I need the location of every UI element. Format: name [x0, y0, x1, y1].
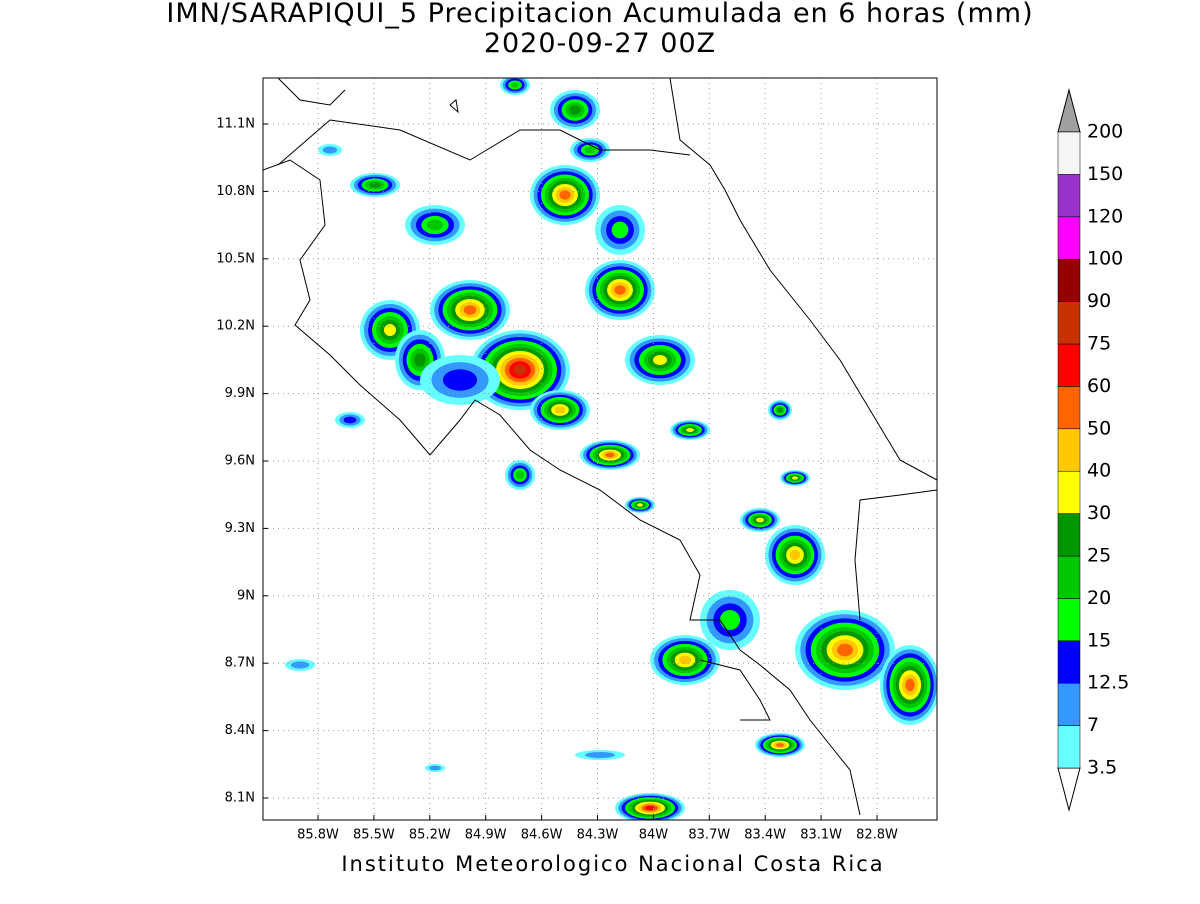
precip-contour [515, 470, 525, 480]
lon-label: 84.3W [577, 828, 619, 843]
colorbar-segment [1057, 725, 1081, 769]
precip-contour [614, 285, 626, 295]
lat-label: 8.4N [225, 723, 255, 738]
precip-contour [792, 476, 798, 480]
lon-label: 83.7W [688, 828, 730, 843]
colorbar-label: 20 [1087, 587, 1111, 609]
precip-contour [611, 221, 629, 239]
precip-contour [678, 655, 692, 665]
subtitle: 2020-09-27 00Z [484, 28, 716, 59]
colorbar-label: 150 [1087, 163, 1123, 185]
colorbar-label: 75 [1087, 333, 1111, 355]
colorbar-segment [1057, 258, 1081, 302]
precip-contour [756, 517, 764, 523]
precip-contour [686, 428, 694, 432]
colorbar-segment [1057, 555, 1081, 599]
precip-contour [510, 82, 520, 88]
colorbar-label: 200 [1087, 121, 1123, 143]
lat-label: 10.8N [216, 184, 255, 199]
colorbar-label: 12.5 [1087, 672, 1129, 694]
precip-contour [776, 743, 784, 747]
colorbar-segment [1057, 174, 1081, 218]
colorbar-label: 40 [1087, 460, 1111, 482]
colorbar-label: 120 [1087, 205, 1123, 227]
lon-label: 85.2W [409, 828, 451, 843]
colorbar-label: 50 [1087, 417, 1111, 439]
colorbar-segment [1057, 216, 1081, 260]
lat-label: 10.5N [216, 251, 255, 266]
colorbar-label: 7 [1087, 714, 1099, 736]
coastlines [263, 78, 937, 816]
precip-contour [653, 355, 667, 365]
colorbar-label: 90 [1087, 290, 1111, 312]
colorbar-label: 30 [1087, 502, 1111, 524]
lat-label: 9.3N [225, 521, 255, 536]
lon-label: 83.1W [800, 828, 842, 843]
precip-contour [322, 146, 338, 154]
precip-contour [429, 765, 441, 771]
footer: Instituto Meteorologico Nacional Costa R… [341, 852, 884, 876]
precip-contour [645, 805, 655, 811]
colorbar-label: 60 [1087, 375, 1111, 397]
lon-label: 85.5W [353, 828, 395, 843]
grid [263, 78, 937, 820]
precip-contour [637, 503, 643, 507]
colorbar-segment [1057, 470, 1081, 514]
precip-contour [442, 369, 478, 391]
colorbar-segment [1057, 428, 1081, 472]
precip-contour [343, 416, 357, 424]
precip-contour [789, 549, 801, 561]
lat-label: 11.1N [216, 117, 255, 132]
lon-label: 84.9W [465, 828, 507, 843]
precip-contour [291, 661, 309, 669]
lon-label: 84W [639, 828, 669, 843]
colorbar-label: 100 [1087, 248, 1123, 270]
precip-contour [554, 406, 566, 414]
precip-contour [905, 678, 915, 692]
map-frame [262, 77, 938, 821]
precipitation-field [285, 78, 937, 820]
precip-contour [837, 643, 853, 657]
lat-label: 9N [237, 588, 255, 603]
colorbar-label: 25 [1087, 545, 1111, 567]
colorbar-segment [1057, 131, 1081, 175]
title: IMN/SARAPIQUI_5 Precipitacion Acumulada … [166, 0, 1033, 29]
precip-contour [513, 364, 527, 376]
precip-contour [559, 190, 571, 200]
colorbar-label: 3.5 [1087, 757, 1117, 779]
precip-contour [463, 305, 477, 315]
precip-contour [584, 146, 596, 154]
over-triangle [1057, 88, 1081, 133]
under-triangle [1057, 767, 1081, 812]
colorbar-segment [1057, 386, 1081, 430]
precip-contour [605, 452, 615, 458]
precip-contour [569, 105, 581, 115]
colorbar-segment [1057, 598, 1081, 642]
lat-label: 9.6N [225, 454, 255, 469]
lat-label: 8.7N [225, 656, 255, 671]
lat-label: 8.1N [225, 791, 255, 806]
lon-label: 85.8W [297, 828, 339, 843]
precip-contour [720, 610, 740, 630]
colorbar-segment [1057, 682, 1081, 726]
precip-contour [426, 219, 444, 231]
precip-contour [585, 752, 615, 758]
colorbar-segment [1057, 301, 1081, 345]
colorbar-segment [1057, 343, 1081, 387]
lon-label: 83.4W [744, 828, 786, 843]
lon-label: 82.8W [856, 828, 898, 843]
colorbar-label: 15 [1087, 629, 1111, 651]
precip-contour [414, 353, 426, 367]
lon-label: 84.6W [521, 828, 563, 843]
colorbar: 3.5 7 12.5 15 20 25 30 40 50 60 75 90 100 120 150 200 [1057, 88, 1129, 812]
colorbar-segment [1057, 640, 1081, 684]
lat-label: 9.9N [225, 386, 255, 401]
axes: 85.8W 85.5W 85.2W 84.9W 84.6W 84.3W 84W 83.7W 83… [216, 117, 898, 843]
precip-contour [777, 407, 783, 413]
precip-contour [384, 324, 396, 336]
precip-contour [369, 182, 381, 188]
colorbar-segment [1057, 513, 1081, 557]
lat-label: 10.2N [216, 319, 255, 334]
